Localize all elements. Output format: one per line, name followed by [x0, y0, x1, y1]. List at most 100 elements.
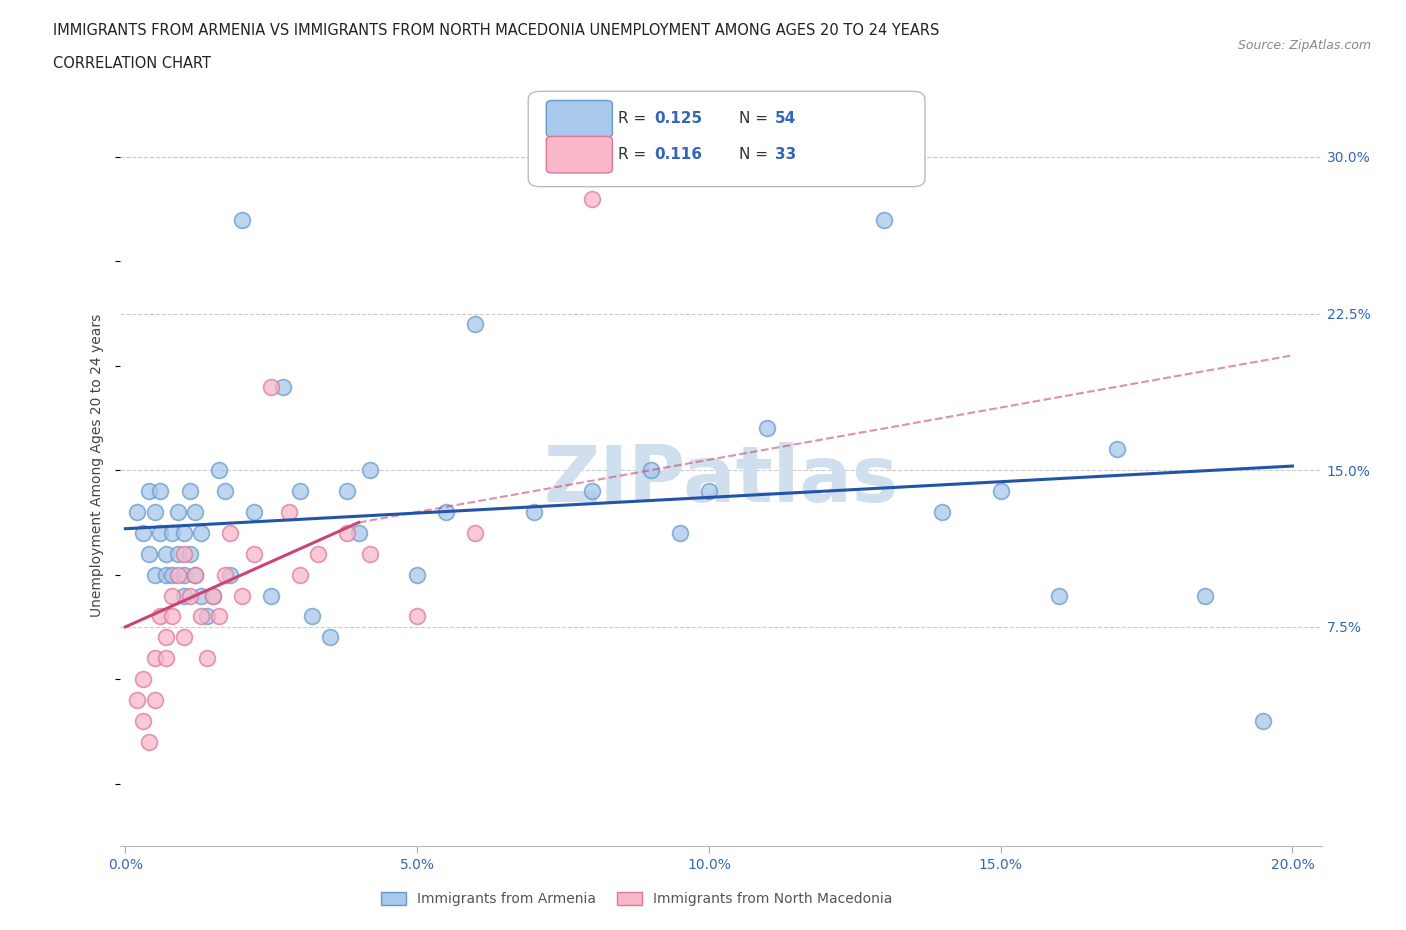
Text: 0.125: 0.125 — [654, 112, 703, 126]
Point — [242, 505, 264, 520]
Point — [184, 567, 207, 582]
Point — [290, 484, 312, 498]
Point — [406, 567, 429, 582]
Point — [931, 505, 953, 520]
Point — [873, 212, 896, 227]
Point — [201, 588, 224, 603]
Point — [173, 588, 195, 603]
Point — [277, 505, 299, 520]
Point — [138, 735, 160, 750]
Point — [1107, 442, 1129, 457]
Point — [132, 713, 155, 728]
Point — [160, 588, 183, 603]
Point — [201, 588, 224, 603]
Point — [125, 693, 148, 708]
Point — [668, 525, 690, 540]
Point — [318, 630, 340, 644]
Text: 54: 54 — [775, 112, 796, 126]
Point — [214, 484, 236, 498]
Point — [406, 609, 429, 624]
Point — [167, 546, 190, 561]
Text: 0.116: 0.116 — [654, 147, 703, 162]
Point — [290, 567, 312, 582]
Point — [167, 567, 190, 582]
Point — [301, 609, 323, 624]
Point — [167, 505, 190, 520]
Point — [307, 546, 329, 561]
Point — [155, 651, 177, 666]
Point — [336, 525, 359, 540]
Text: N =: N = — [738, 147, 772, 162]
Point — [190, 609, 212, 624]
Point — [231, 212, 253, 227]
Point — [143, 505, 166, 520]
Point — [1251, 713, 1274, 728]
Text: ZIPatlas: ZIPatlas — [543, 443, 898, 518]
Point — [149, 484, 172, 498]
Point — [359, 546, 381, 561]
Text: 33: 33 — [775, 147, 796, 162]
Text: IMMIGRANTS FROM ARMENIA VS IMMIGRANTS FROM NORTH MACEDONIA UNEMPLOYMENT AMONG AG: IMMIGRANTS FROM ARMENIA VS IMMIGRANTS FR… — [53, 23, 939, 38]
FancyBboxPatch shape — [529, 91, 925, 187]
Point — [132, 671, 155, 686]
Point — [434, 505, 457, 520]
Point — [155, 567, 177, 582]
Point — [132, 525, 155, 540]
Point — [179, 546, 201, 561]
Point — [231, 588, 253, 603]
Point — [149, 609, 172, 624]
Point — [219, 567, 242, 582]
Y-axis label: Unemployment Among Ages 20 to 24 years: Unemployment Among Ages 20 to 24 years — [90, 313, 104, 617]
Point — [195, 609, 218, 624]
Point — [173, 525, 195, 540]
Text: Source: ZipAtlas.com: Source: ZipAtlas.com — [1237, 39, 1371, 52]
Point — [208, 609, 231, 624]
Point — [359, 463, 381, 478]
Point — [260, 588, 283, 603]
Point — [260, 379, 283, 394]
Point — [640, 463, 662, 478]
Point — [697, 484, 720, 498]
Point — [464, 316, 486, 331]
Point — [756, 421, 779, 436]
Point — [149, 525, 172, 540]
Point — [242, 546, 264, 561]
Point — [125, 505, 148, 520]
Point — [160, 609, 183, 624]
Point — [581, 192, 603, 206]
Legend: Immigrants from Armenia, Immigrants from North Macedonia: Immigrants from Armenia, Immigrants from… — [375, 886, 897, 911]
Point — [219, 525, 242, 540]
Text: CORRELATION CHART: CORRELATION CHART — [53, 56, 211, 71]
Point — [143, 567, 166, 582]
Point — [138, 484, 160, 498]
Point — [336, 484, 359, 498]
FancyBboxPatch shape — [547, 137, 613, 173]
Point — [184, 567, 207, 582]
Point — [347, 525, 370, 540]
Point — [990, 484, 1012, 498]
Point — [143, 651, 166, 666]
Point — [173, 630, 195, 644]
Point — [184, 505, 207, 520]
Point — [190, 588, 212, 603]
Point — [173, 567, 195, 582]
Point — [160, 567, 183, 582]
Point — [173, 546, 195, 561]
Point — [464, 525, 486, 540]
Point — [208, 463, 231, 478]
Point — [195, 651, 218, 666]
FancyBboxPatch shape — [547, 100, 613, 137]
Point — [190, 525, 212, 540]
Point — [155, 546, 177, 561]
Point — [179, 484, 201, 498]
Point — [523, 505, 546, 520]
Point — [179, 588, 201, 603]
Point — [143, 693, 166, 708]
Text: R =: R = — [619, 147, 651, 162]
Point — [271, 379, 294, 394]
Text: R =: R = — [619, 112, 651, 126]
Text: N =: N = — [738, 112, 772, 126]
Point — [138, 546, 160, 561]
Point — [1047, 588, 1070, 603]
Point — [214, 567, 236, 582]
